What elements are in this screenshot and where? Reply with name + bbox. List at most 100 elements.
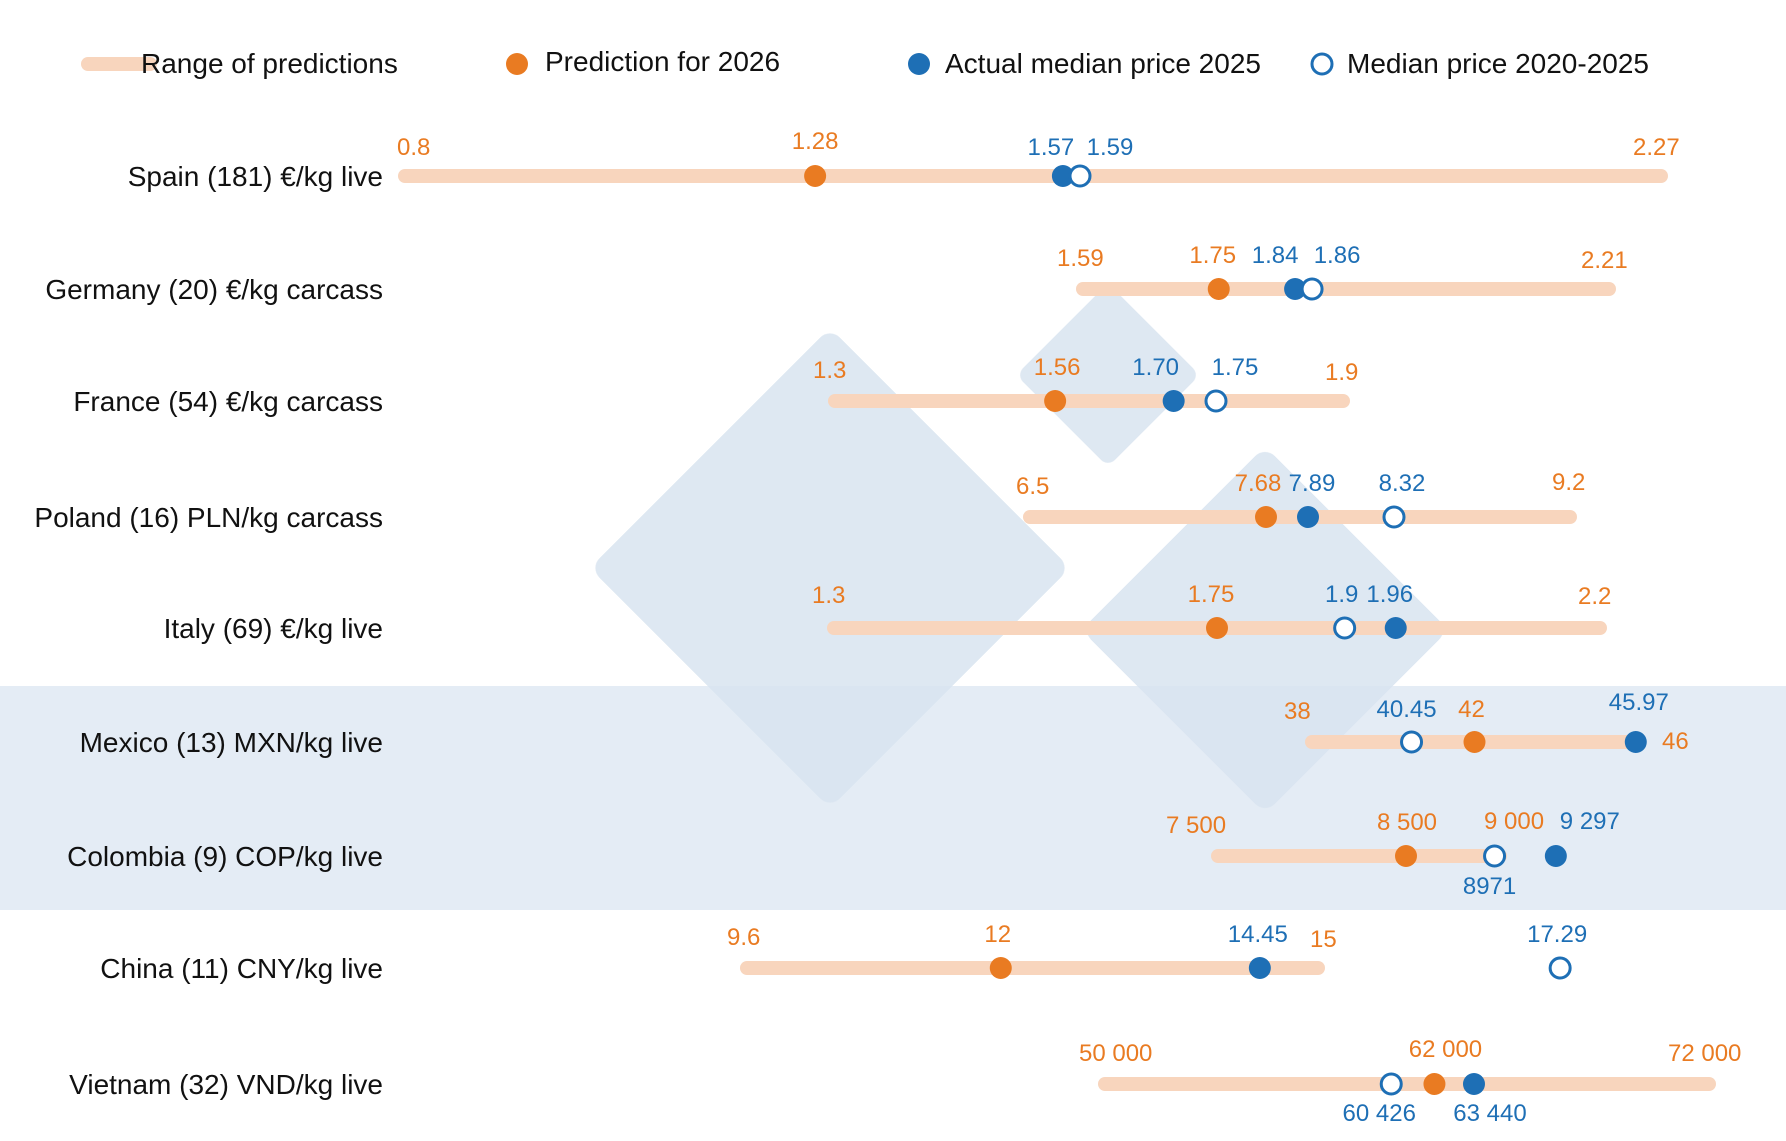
median-label: 60 426 xyxy=(1343,1100,1416,1127)
actual-dot xyxy=(1162,390,1185,412)
prediction-label: 62 000 xyxy=(1409,1036,1482,1063)
actual-label: 14.45 xyxy=(1228,921,1288,948)
median-label: 1.75 xyxy=(1212,354,1259,381)
chart-row: China (11) CNY/kg live 9.6 15 12 14.45 17.29 xyxy=(100,921,1587,984)
actual-dot xyxy=(1624,731,1647,753)
actual-dot xyxy=(1462,1073,1485,1095)
median-label: 17.29 xyxy=(1527,921,1587,948)
min-label: 38 xyxy=(1284,698,1311,725)
prediction-dot xyxy=(1044,390,1067,412)
legend-median-label: Median price 2020-2025 xyxy=(1347,48,1649,79)
actual-label: 1.96 xyxy=(1366,581,1413,608)
median-label: 8971 xyxy=(1463,873,1516,900)
prediction-label: 1.56 xyxy=(1034,354,1081,381)
actual-dot xyxy=(1384,617,1407,639)
row-label: Italy (69) €/kg live xyxy=(164,613,383,644)
prediction-dot xyxy=(1255,506,1277,528)
min-label: 1.59 xyxy=(1057,245,1104,272)
chart-row: France (54) €/kg carcass 1.3 1.9 1.56 1.70 1.… xyxy=(73,354,1358,417)
prediction-label: 1.28 xyxy=(792,128,839,155)
prediction-dot xyxy=(1395,845,1417,867)
prediction-dot xyxy=(1423,1073,1446,1095)
actual-label: 1.70 xyxy=(1132,354,1179,381)
row-label: Mexico (13) MXN/kg live xyxy=(80,727,383,758)
median-ring xyxy=(1382,505,1406,529)
actual-dot xyxy=(1051,165,1074,187)
prediction-dot xyxy=(804,165,827,187)
min-label: 1.3 xyxy=(813,357,846,384)
actual-label: 7.89 xyxy=(1289,470,1336,497)
max-label: 9.2 xyxy=(1552,469,1585,496)
median-ring xyxy=(1548,956,1572,980)
median-label: 1.59 xyxy=(1087,134,1134,161)
actual-label: 45.97 xyxy=(1609,689,1669,716)
min-label: 50 000 xyxy=(1079,1040,1152,1067)
chart-row: Mexico (13) MXN/kg live 38 46 42 45.97 40.45 xyxy=(80,689,1689,758)
chart-row: Poland (16) PLN/kg carcass 6.5 9.2 7.68 7.89… xyxy=(34,469,1585,533)
chart-row: Colombia (9) COP/kg live 7 500 9 000 8 500 9… xyxy=(67,808,1620,900)
median-ring xyxy=(1204,389,1228,413)
prediction-label: 42 xyxy=(1458,696,1485,723)
min-label: 1.3 xyxy=(812,582,845,609)
prediction-label: 1.75 xyxy=(1189,242,1236,269)
actual-label: 63 440 xyxy=(1453,1100,1526,1127)
prediction-label: 8 500 xyxy=(1377,809,1437,836)
min-label: 0.8 xyxy=(397,134,430,161)
median-label: 1.86 xyxy=(1314,242,1361,269)
legend-actual-label: Actual median price 2025 xyxy=(945,48,1261,79)
chart-row: Spain (181) €/kg live 0.8 2.27 1.28 1.57 1.59 xyxy=(128,128,1680,192)
min-label: 6.5 xyxy=(1016,473,1049,500)
row-label: China (11) CNY/kg live xyxy=(100,953,383,984)
prediction-label: 12 xyxy=(984,921,1011,948)
actual-dot xyxy=(1284,278,1307,300)
median-label: 8.32 xyxy=(1379,470,1426,497)
max-label: 1.9 xyxy=(1325,359,1358,386)
actual-dot xyxy=(1544,845,1567,867)
chart-rows: Spain (181) €/kg live 0.8 2.27 1.28 1.57 1.59… xyxy=(34,128,1741,1127)
prediction-dot xyxy=(1463,731,1486,753)
median-ring xyxy=(1333,616,1357,640)
legend-median-ring xyxy=(1310,52,1334,76)
max-label: 46 xyxy=(1662,728,1689,755)
max-label: 2.2 xyxy=(1578,583,1611,610)
legend-range-label: Range of predictions xyxy=(141,48,398,79)
max-label: 72 000 xyxy=(1668,1040,1741,1067)
chart-row: Vietnam (32) VND/kg live 50 000 72 000 62 0… xyxy=(69,1036,1741,1127)
actual-label: 1.57 xyxy=(1028,134,1075,161)
legend-prediction-dot xyxy=(506,53,528,75)
prediction-dot xyxy=(1207,278,1230,300)
median-ring xyxy=(1379,1072,1403,1096)
chart-row: Italy (69) €/kg live 1.3 2.2 1.75 1.96 1.9 xyxy=(164,581,1612,644)
min-label: 9.6 xyxy=(727,924,760,951)
min-label: 7 500 xyxy=(1166,812,1226,839)
max-label: 9 000 xyxy=(1484,808,1544,835)
row-label: Germany (20) €/kg carcass xyxy=(45,274,383,305)
actual-label: 1.84 xyxy=(1252,242,1299,269)
row-label: Vietnam (32) VND/kg live xyxy=(69,1069,383,1100)
row-label: France (54) €/kg carcass xyxy=(73,386,383,417)
row-label: Colombia (9) COP/kg live xyxy=(67,841,383,872)
legend-actual-dot xyxy=(908,53,930,75)
prediction-label: 7.68 xyxy=(1235,470,1282,497)
prediction-label: 1.75 xyxy=(1188,581,1235,608)
max-label: 2.27 xyxy=(1633,134,1680,161)
prediction-dot xyxy=(989,957,1012,979)
max-label: 15 xyxy=(1310,926,1337,953)
actual-dot xyxy=(1297,506,1319,528)
max-label: 2.21 xyxy=(1581,247,1628,274)
row-label: Poland (16) PLN/kg carcass xyxy=(34,502,383,533)
median-ring xyxy=(1300,277,1324,301)
median-label: 1.9 xyxy=(1325,581,1358,608)
actual-dot xyxy=(1248,957,1271,979)
legend-prediction-label: Prediction for 2026 xyxy=(545,46,780,77)
chart-row: Germany (20) €/kg carcass 1.59 2.21 1.75 1.8… xyxy=(45,242,1627,305)
median-ring xyxy=(1400,730,1424,754)
prediction-dot xyxy=(1206,617,1228,639)
median-label: 40.45 xyxy=(1377,696,1437,723)
row-label: Spain (181) €/kg live xyxy=(128,161,383,192)
median-ring xyxy=(1483,844,1507,868)
legend: Range of predictions Prediction for 2026… xyxy=(81,46,1649,79)
actual-label: 9 297 xyxy=(1560,808,1620,835)
median-ring xyxy=(1068,164,1092,188)
